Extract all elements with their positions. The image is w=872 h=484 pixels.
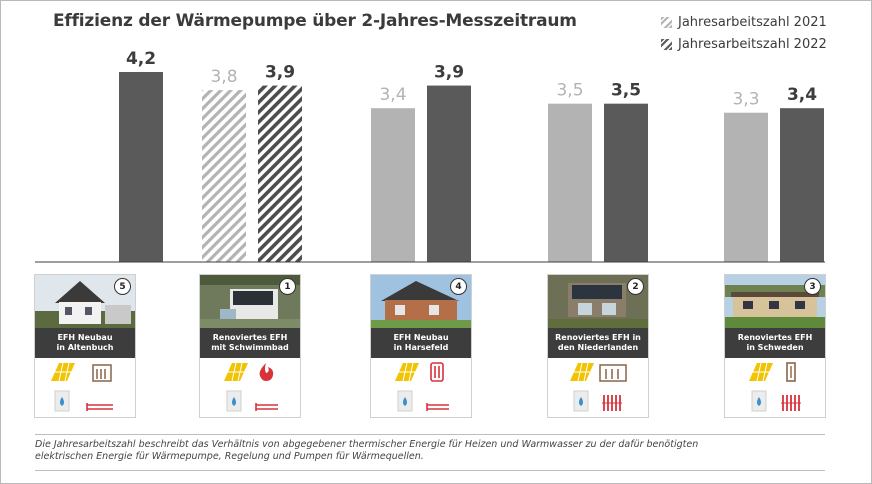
- value-label-2021-1: 3,8: [210, 67, 237, 87]
- solar-panel-icon: [749, 362, 773, 382]
- floor-heating-icon: [255, 403, 278, 411]
- rank-badge: 3: [804, 278, 821, 295]
- house-card-harsefeld: 4 EFH Neubau in Harsefeld: [371, 275, 471, 417]
- house-photo: 1: [200, 275, 300, 328]
- house-caption: Renoviertes EFH in Schweden: [725, 328, 825, 358]
- house-photo: 2: [548, 275, 648, 328]
- bar-2022-0: [119, 72, 163, 262]
- bar-2021-3: [548, 103, 592, 263]
- footnote-line-2: elektrischen Energie für Wärmepumpe, Reg…: [35, 451, 424, 462]
- footnote: Die Jahresarbeitszahl beschreibt das Ver…: [35, 439, 825, 463]
- rank-badge: 1: [279, 278, 296, 295]
- value-label-2022-1: 3,9: [265, 63, 295, 83]
- radiator-icon: [781, 395, 801, 411]
- house-caption: Renoviertes EFH mit Schwimmbad: [200, 328, 300, 358]
- rank-badge: 4: [450, 278, 467, 295]
- legend: Jahresarbeitszahl 2021 Jahresarbeitszahl…: [661, 11, 827, 55]
- house-caption: Renoviertes EFH in den Niederlanden: [548, 328, 648, 358]
- footnote-line-1: Die Jahresarbeitszahl beschreibt das Ver…: [35, 439, 699, 450]
- divider-top: [35, 434, 825, 435]
- value-label-2022-2: 3,9: [434, 63, 464, 83]
- caption-line-1: Renoviertes EFH: [212, 333, 288, 342]
- caption-line-1: Renoviertes EFH in: [555, 333, 641, 342]
- wood-stove-icon: [92, 364, 112, 382]
- infrared-heater-icon: [430, 362, 444, 382]
- solar-panel-icon: [570, 362, 594, 382]
- caption-line-2: den Niederlanden: [557, 343, 639, 352]
- feature-icons: [200, 359, 300, 417]
- feature-icons: [371, 359, 471, 417]
- bar-2021-4: [724, 112, 768, 262]
- solar-panel-icon: [395, 362, 419, 382]
- water-tank-icon: [751, 390, 767, 412]
- radiator-icon: [602, 395, 622, 411]
- feature-icons: [725, 359, 825, 417]
- house-photo: 4: [371, 275, 471, 328]
- chart-title: Effizienz der Wärmepumpe über 2-Jahres-M…: [53, 11, 577, 31]
- value-label-2022-4: 3,4: [787, 85, 817, 105]
- caption-line-2: in Harsefeld: [393, 343, 449, 352]
- house-caption: EFH Neubau in Altenbuch: [35, 328, 135, 358]
- value-label-2022-3: 3,5: [611, 81, 641, 101]
- value-label-2022-0: 4,2: [126, 49, 156, 69]
- house-card-schweden: 3 Renoviertes EFH in Schweden: [725, 275, 825, 417]
- floor-heating-icon: [426, 403, 449, 411]
- caption-line-2: mit Schwimmbad: [211, 343, 289, 352]
- solar-panel-icon: [51, 362, 75, 382]
- value-label-2021-4: 3,3: [732, 90, 759, 110]
- house-card-schwimmbad: 1 Renoviertes EFH mit Schwimmbad: [200, 275, 300, 417]
- house-card-altenbuch: 5 EFH Neubau in Altenbuch: [35, 275, 135, 417]
- legend-swatch-2021: [661, 16, 672, 28]
- bar-2022-2: [427, 85, 471, 262]
- bar-2021-2: [371, 108, 415, 262]
- value-label-2021-2: 3,4: [379, 85, 406, 105]
- bar-2022-1: [258, 85, 302, 262]
- caption-line-1: EFH Neubau: [393, 333, 449, 342]
- caption-line-1: Renoviertes EFH: [737, 333, 813, 342]
- house-card-niederlanden: 2 Renoviertes EFH in den Niederlanden: [548, 275, 648, 417]
- floor-heating-icon: [86, 403, 113, 411]
- house-caption: EFH Neubau in Harsefeld: [371, 328, 471, 358]
- bar-chart: 4,2 3,8 3,9 3,4 3,9 3,5 3,5 3,3 3,4: [35, 49, 825, 263]
- house-photo: 3: [725, 275, 825, 328]
- house-photo: 5: [35, 275, 135, 328]
- wood-stove-icon: [599, 364, 627, 382]
- chimney-icon: [786, 362, 796, 382]
- solar-panel-icon: [224, 362, 248, 382]
- water-tank-icon: [226, 390, 242, 412]
- legend-label-2021: Jahresarbeitszahl 2021: [678, 14, 827, 30]
- divider-bottom: [35, 470, 825, 471]
- feature-icons: [548, 359, 648, 417]
- bar-2022-3: [604, 103, 648, 263]
- feature-icons: [35, 359, 135, 417]
- caption-line-2: in Schweden: [746, 343, 804, 352]
- rank-badge: 2: [627, 278, 644, 295]
- water-tank-icon: [573, 390, 589, 412]
- water-tank-icon: [54, 390, 70, 412]
- value-label-2021-3: 3,5: [556, 81, 583, 101]
- legend-item-2022: Jahresarbeitszahl 2022: [661, 33, 827, 55]
- legend-swatch-2022: [661, 38, 672, 50]
- legend-item-2021: Jahresarbeitszahl 2021: [661, 11, 827, 33]
- caption-line-2: in Altenbuch: [56, 343, 114, 352]
- rank-badge: 5: [114, 278, 131, 295]
- caption-line-1: EFH Neubau: [57, 333, 113, 342]
- legend-label-2022: Jahresarbeitszahl 2022: [678, 36, 827, 52]
- water-tank-icon: [397, 390, 413, 412]
- bar-2021-1: [202, 90, 246, 262]
- bar-2022-4: [780, 108, 824, 262]
- flame-icon: [259, 363, 274, 381]
